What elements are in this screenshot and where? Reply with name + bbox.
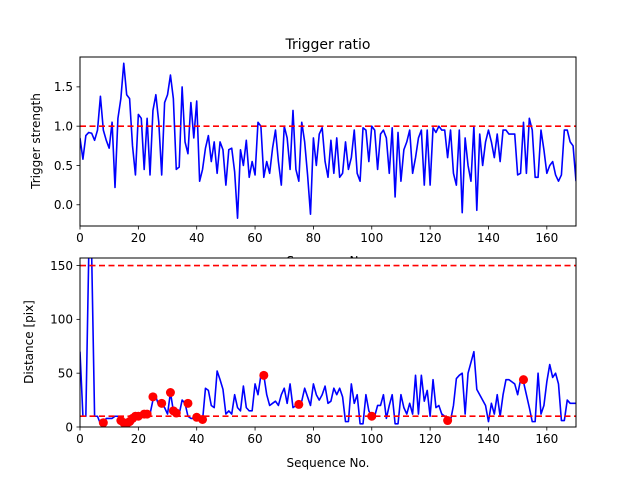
trigger-axes-frame [79, 56, 577, 227]
distance-y-ticks: 0 50 100 150 [50, 259, 80, 434]
x-tick-label: 120 [419, 432, 442, 446]
trigger-plot-area [80, 62, 576, 219]
y-tick-label: 1.0 [54, 119, 73, 133]
x-tick-label: 140 [477, 432, 500, 446]
x-tick-label: 0 [76, 231, 84, 245]
y-tick-label: 100 [50, 313, 73, 327]
matched-point [183, 398, 193, 408]
distance-axes-frame [79, 257, 577, 428]
x-tick-label: 100 [360, 231, 383, 245]
y-tick-label: 150 [50, 259, 73, 273]
series-line [80, 62, 576, 219]
distance-x-axis-label: Sequence No. [287, 456, 370, 470]
y-tick-label: 0.5 [54, 159, 73, 173]
matched-point [148, 392, 158, 402]
x-tick-label: 160 [535, 231, 558, 245]
matched-point [294, 399, 304, 409]
y-tick-label: 0 [65, 420, 73, 434]
matched-point [443, 416, 453, 426]
x-tick-label: 80 [306, 432, 321, 446]
x-tick-label: 100 [360, 432, 383, 446]
matched-point [157, 398, 167, 408]
matched-point [98, 418, 108, 427]
matched-point [171, 408, 181, 418]
x-tick-label: 0 [76, 432, 84, 446]
x-tick-label: 20 [131, 231, 146, 245]
distance-panel: 0 20 40 60 80 100 120 140 160 0 50 100 150 Sequence… [22, 257, 577, 470]
distance-plot-area [80, 258, 576, 427]
matched-point [367, 411, 377, 421]
x-tick-label: 40 [189, 231, 204, 245]
matched-point [518, 375, 528, 385]
x-tick-label: 40 [189, 432, 204, 446]
x-tick-label: 160 [535, 432, 558, 446]
chart-title: Trigger ratio [284, 37, 370, 53]
matched-point [142, 409, 152, 419]
x-tick-label: 20 [131, 432, 146, 446]
y-tick-label: 0.0 [54, 198, 73, 212]
trigger-y-ticks: 0.0 0.5 1.0 1.5 [54, 80, 80, 212]
x-tick-label: 120 [419, 231, 442, 245]
y-tick-label: 1.5 [54, 80, 73, 94]
matched-point [165, 388, 175, 398]
x-tick-label: 60 [247, 231, 262, 245]
y-tick-label: 50 [58, 366, 73, 380]
x-tick-label: 80 [306, 231, 321, 245]
x-tick-label: 60 [247, 432, 262, 446]
x-tick-label: 140 [477, 231, 500, 245]
matched-point [259, 370, 269, 380]
distance-y-axis-label: Distance [pix] [22, 300, 36, 384]
matched-point [198, 414, 208, 424]
trigger-x-ticks: 0 20 40 60 80 100 120 140 160 [76, 226, 558, 245]
distance-x-ticks: 0 20 40 60 80 100 120 140 160 [76, 427, 558, 446]
trigger-y-axis-label: Trigger strength [29, 93, 43, 190]
